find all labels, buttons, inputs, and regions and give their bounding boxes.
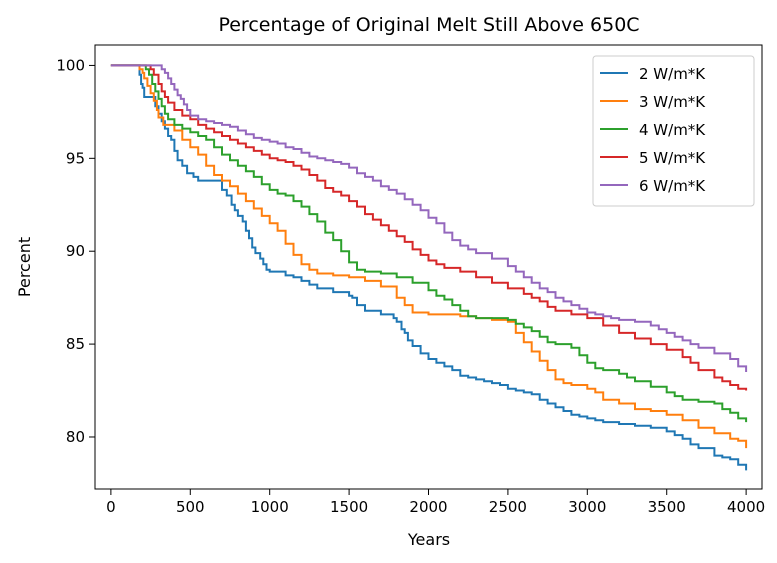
legend-label: 2 W/m*K <box>639 65 706 83</box>
y-tick-label: 100 <box>56 56 85 74</box>
x-tick-label: 3000 <box>568 498 606 516</box>
legend-label: 5 W/m*K <box>639 149 706 167</box>
x-axis: 0 500 1000 1500 2000 2500 3000 3500 4000 <box>106 489 765 516</box>
series-layer <box>110 64 748 471</box>
legend-label: 3 W/m*K <box>639 93 706 111</box>
x-tick-label: 3500 <box>648 498 686 516</box>
y-tick-label: 95 <box>66 149 85 167</box>
legend-label: 6 W/m*K <box>639 177 706 195</box>
series-line-4 <box>110 64 748 391</box>
y-axis-title: Percent <box>15 237 34 297</box>
x-tick-label: 500 <box>176 498 205 516</box>
series-line-2 <box>110 64 748 449</box>
y-axis: 80 85 90 95 100 <box>56 56 95 446</box>
x-tick-label: 1000 <box>251 498 289 516</box>
legend-label: 4 W/m*K <box>639 121 706 139</box>
y-tick-label: 80 <box>66 428 85 446</box>
x-tick-label: 2500 <box>489 498 527 516</box>
series-line-3 <box>110 64 748 423</box>
x-axis-title: Years <box>407 530 450 549</box>
y-tick-label: 90 <box>66 242 85 260</box>
legend-frame <box>592 55 755 207</box>
legend: 2 W/m*K 3 W/m*K 4 W/m*K 5 W/m*K 6 W/m*K <box>592 55 755 207</box>
x-tick-label: 0 <box>106 498 116 516</box>
series-line-5 <box>110 64 748 372</box>
x-tick-label: 4000 <box>727 498 765 516</box>
chart-title: Percentage of Original Melt Still Above … <box>218 14 639 36</box>
x-tick-label: 2000 <box>409 498 447 516</box>
x-tick-label: 1500 <box>330 498 368 516</box>
series-line-1 <box>110 64 748 471</box>
y-tick-label: 85 <box>66 335 85 353</box>
